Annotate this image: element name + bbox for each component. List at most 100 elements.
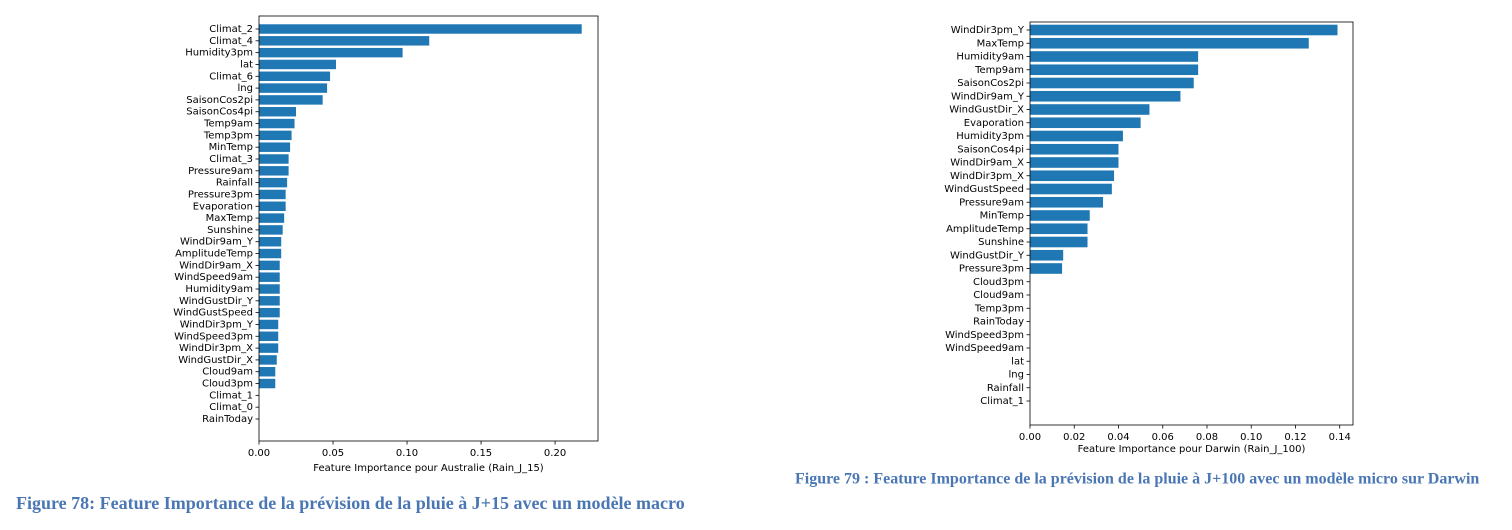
x-tick-label: 0.02 [1063,432,1085,443]
y-tick-label: lat [240,59,253,70]
bar [259,107,297,117]
bar [259,284,280,294]
y-tick-label: SaisonCos2pi [186,95,253,106]
y-tick-label: WindDir9am_X [179,260,253,271]
y-tick-label: Pressure9am [188,166,253,177]
y-tick-label: WindDir3pm_Y [951,25,1025,36]
bar [1030,37,1309,49]
y-tick-label: Cloud9am [202,367,253,378]
y-tick-label: Temp9am [974,65,1024,76]
x-axis-label: Feature Importance pour Australie (Rain_… [313,463,544,474]
bar [259,130,292,141]
y-tick-label: Humidity9am [185,284,253,295]
bar [259,319,279,330]
bar [259,177,288,188]
y-tick-label: WindGustDir_Y [179,296,254,307]
x-tick-label: 0.10 [1240,432,1262,443]
bar [1030,249,1064,261]
bar [259,36,430,46]
bar [1030,183,1112,195]
y-tick-label: WindSpeed3pm [174,331,253,342]
y-tick-label: Rainfall [987,383,1024,394]
bar [259,331,279,341]
x-tick-label: 0.08 [1196,432,1218,443]
x-tick-label: 0.00 [248,448,270,459]
y-tick-label: WindDir3pm_X [179,343,253,354]
bar [1030,263,1063,274]
y-tick-label: RainToday [202,414,253,425]
bar [259,378,276,389]
bar [259,189,286,200]
bar [1030,196,1104,208]
y-tick-label: MinTemp [980,211,1024,222]
y-tick-label: WindSpeed3pm [945,330,1024,341]
x-tick-label: 0.14 [1329,432,1351,443]
y-tick-label: Humidity3pm [185,48,253,59]
bar [1030,210,1090,221]
y-tick-label: Evaporation [964,118,1024,129]
y-tick-label: Climat_4 [209,36,253,47]
bar [1030,104,1150,115]
bar [1030,64,1199,76]
bar [1030,77,1194,89]
bar [259,24,582,34]
axes-frame [258,15,599,442]
bar [259,95,323,105]
bar [259,201,286,211]
bar [259,83,328,93]
bar [259,367,276,377]
y-tick-label: Humidity3pm [956,131,1024,142]
bar [1030,170,1115,182]
y-tick-label: Humidity9am [956,52,1024,63]
bar [1030,90,1181,102]
bar [259,59,336,70]
bar [259,260,280,271]
y-tick-label: Pressure3pm [959,264,1024,275]
y-tick-label: Temp3pm [203,130,253,141]
y-tick-label: WindGustSpeed [944,184,1024,195]
y-tick-label: MaxTemp [977,38,1024,49]
y-tick-label: Evaporation [193,201,253,212]
y-tick-label: AmplitudeTemp [175,249,253,260]
y-tick-label: RainToday [973,317,1024,328]
bar [1030,143,1119,155]
y-tick-label: Cloud9am [973,290,1024,301]
bar [1030,130,1123,142]
y-tick-label: Sunshine [207,225,253,236]
y-tick-label: Sunshine [978,237,1024,248]
y-tick-label: SaisonCos4pi [957,144,1024,155]
y-tick-label: lat [1011,356,1024,367]
y-tick-label: MaxTemp [206,213,253,224]
y-tick-label: WindDir9am_Y [180,237,254,248]
y-tick-label: AmplitudeTemp [946,224,1024,235]
y-tick-label: Climat_1 [209,390,253,401]
y-tick-label: Pressure3pm [188,189,253,200]
x-tick-label: 0.12 [1284,432,1306,443]
bar [259,118,295,129]
y-tick-label: SaisonCos2pi [957,78,1024,89]
y-tick-label: WindDir3pm_Y [180,319,254,330]
y-tick-label: Climat_6 [209,71,253,82]
bar [1030,117,1141,129]
bar [1030,223,1088,235]
y-tick-label: Pressure9am [959,197,1024,208]
x-tick-label: 0.06 [1152,432,1174,443]
y-tick-label: lng [1009,370,1024,381]
x-tick-label: 0.15 [470,448,492,459]
y-tick-label: WindGustDir_Y [950,250,1025,261]
bar [259,154,289,164]
bar [1030,51,1199,62]
y-tick-label: Rainfall [216,178,253,189]
y-tick-label: WindDir9am_X [950,158,1024,169]
bar [259,248,282,259]
y-tick-label: Climat_2 [209,24,253,35]
bar [259,71,331,81]
y-tick-label: Temp3pm [974,303,1024,314]
y-tick-label: WindGustSpeed [173,308,253,319]
bar [259,272,280,282]
y-tick-label: WindSpeed9am [945,343,1024,354]
caption: Figure 78: Feature Importance de la prév… [16,493,685,513]
bar [259,237,282,247]
bar [259,142,291,152]
